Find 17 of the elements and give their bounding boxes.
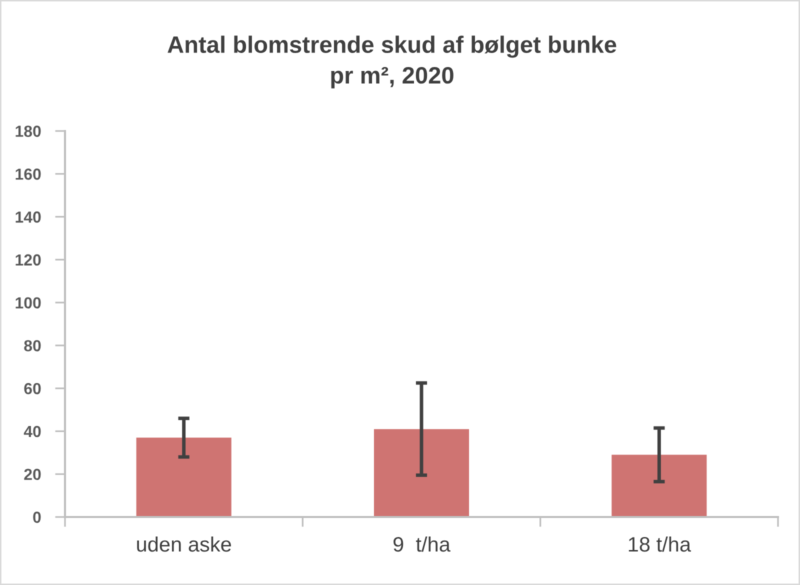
y-tick-label: 100 <box>16 297 41 308</box>
y-tick-label: 20 <box>24 468 41 480</box>
y-tick-label: 60 <box>24 382 41 394</box>
x-tick-label: 9 t/ha <box>394 536 450 552</box>
bar <box>612 454 707 517</box>
y-tick-label: 180 <box>16 126 41 137</box>
y-tick-label: 0 <box>33 512 41 523</box>
y-tick-label: 40 <box>24 426 41 438</box>
y-tick-label: 160 <box>16 168 41 180</box>
bar <box>136 438 232 517</box>
x-tick-label: 18 t/ha <box>628 536 692 552</box>
y-tick-label: 140 <box>16 211 41 223</box>
bar <box>374 429 470 517</box>
y-tick-label: 80 <box>24 340 41 352</box>
y-tick-label: 120 <box>16 254 41 266</box>
x-tick-label: uden aske <box>137 536 231 552</box>
chart-title: Antal blomstrende skud af bølget bunke pr m², 2020 <box>168 36 616 88</box>
